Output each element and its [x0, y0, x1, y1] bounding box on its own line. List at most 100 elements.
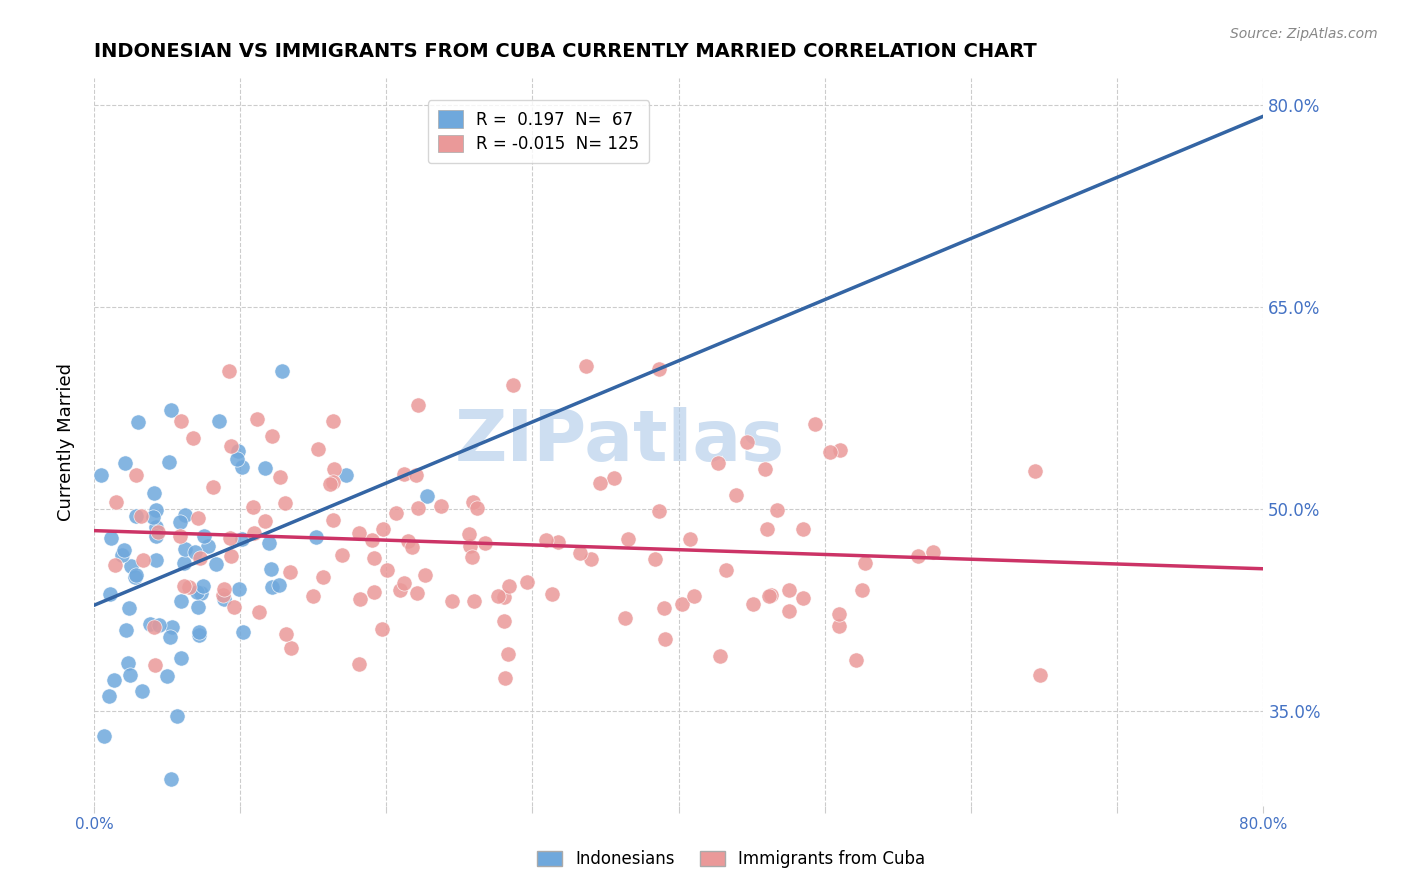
Point — [219, 531, 242, 545]
Point — [765, 503, 787, 517]
Point — [737, 434, 759, 449]
Point — [406, 501, 429, 516]
Point — [652, 601, 675, 615]
Point — [644, 551, 666, 566]
Point — [111, 548, 134, 562]
Point — [212, 582, 235, 597]
Point — [156, 669, 179, 683]
Point — [188, 624, 211, 639]
Point — [742, 597, 765, 611]
Point — [755, 522, 778, 536]
Point — [714, 564, 737, 578]
Point — [186, 585, 208, 599]
Point — [170, 414, 193, 428]
Point — [146, 525, 169, 540]
Point — [648, 504, 671, 518]
Point — [170, 651, 193, 665]
Point — [1024, 464, 1046, 478]
Point — [907, 549, 929, 563]
Point — [792, 522, 814, 536]
Point — [183, 545, 205, 559]
Point — [124, 570, 146, 584]
Point — [260, 562, 283, 576]
Point — [104, 495, 127, 509]
Point — [603, 471, 626, 485]
Point — [231, 460, 253, 475]
Point — [461, 550, 484, 565]
Point — [1028, 668, 1050, 682]
Point — [322, 513, 344, 527]
Point — [363, 550, 385, 565]
Point — [104, 558, 127, 573]
Point — [187, 600, 209, 615]
Point — [188, 551, 211, 566]
Point — [851, 582, 873, 597]
Point — [301, 590, 323, 604]
Point — [145, 519, 167, 533]
Point — [139, 617, 162, 632]
Point — [579, 551, 602, 566]
Point — [173, 556, 195, 570]
Point — [492, 590, 515, 604]
Point — [347, 657, 370, 672]
Point — [758, 589, 780, 603]
Point — [278, 565, 301, 579]
Point — [177, 580, 200, 594]
Point — [516, 575, 538, 590]
Point — [683, 589, 706, 603]
Point — [212, 592, 235, 607]
Point — [212, 588, 235, 602]
Point — [226, 452, 249, 467]
Point — [392, 467, 415, 482]
Point — [648, 361, 671, 376]
Point — [145, 553, 167, 567]
Point — [385, 506, 408, 520]
Point — [707, 457, 730, 471]
Point — [231, 532, 253, 546]
Point — [465, 500, 488, 515]
Point — [396, 534, 419, 549]
Point — [502, 377, 524, 392]
Point — [148, 618, 170, 632]
Point — [589, 475, 612, 490]
Point — [271, 364, 294, 378]
Legend: R =  0.197  N=  67, R = -0.015  N= 125: R = 0.197 N= 67, R = -0.015 N= 125 — [427, 101, 650, 163]
Point — [494, 671, 516, 685]
Point — [193, 529, 215, 543]
Point — [173, 508, 195, 522]
Point — [406, 398, 429, 412]
Point — [170, 594, 193, 608]
Point — [389, 582, 412, 597]
Point — [349, 592, 371, 607]
Point — [197, 539, 219, 553]
Point — [125, 468, 148, 483]
Point — [222, 600, 245, 615]
Point — [90, 467, 112, 482]
Point — [616, 533, 638, 547]
Point — [120, 668, 142, 682]
Point — [818, 445, 841, 459]
Point — [276, 626, 298, 640]
Point — [754, 462, 776, 476]
Point — [416, 489, 439, 503]
Point — [243, 526, 266, 541]
Y-axis label: Currently Married: Currently Married — [58, 362, 75, 521]
Point — [307, 442, 329, 457]
Point — [117, 600, 139, 615]
Point — [254, 461, 277, 475]
Point — [496, 647, 519, 661]
Point — [120, 559, 142, 574]
Point — [114, 456, 136, 470]
Point — [117, 656, 139, 670]
Point — [441, 594, 464, 608]
Point — [245, 412, 267, 426]
Point — [131, 684, 153, 698]
Point — [547, 535, 569, 549]
Point — [322, 414, 344, 428]
Point — [114, 543, 136, 558]
Point — [160, 772, 183, 786]
Point — [375, 563, 398, 577]
Point — [492, 615, 515, 629]
Point — [193, 579, 215, 593]
Point — [145, 503, 167, 517]
